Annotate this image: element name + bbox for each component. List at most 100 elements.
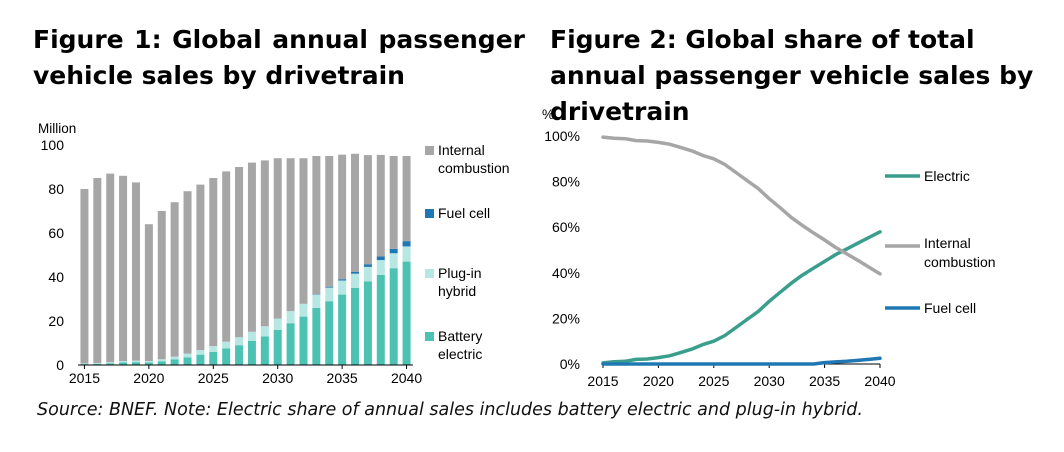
bar-segment-plug-in-hybrid-2032: [299, 303, 308, 317]
bar-segment-battery-electric-2036: [351, 288, 360, 365]
x-tick-label: 2035: [327, 370, 358, 386]
bar-segment-battery-electric-2016: [93, 363, 102, 365]
legend-swatch-fuel-cell: [425, 209, 434, 218]
y-tick-label: 20%: [552, 310, 580, 326]
y-tick-label: 0%: [560, 356, 580, 372]
legend-label-internal-line1: Internal: [438, 142, 485, 158]
bar-segment-plug-in-hybrid-2040: [402, 246, 411, 262]
legend-label-plugin-line2: hybrid: [438, 283, 476, 299]
bar-segment-plug-in-hybrid-2021: [157, 359, 166, 362]
bar-segment-plug-in-hybrid-2038: [376, 260, 385, 275]
y-tick-label: 100: [41, 137, 65, 153]
bar-segment-battery-electric-2035: [338, 294, 347, 365]
bar-segment-plug-in-hybrid-2030: [273, 318, 282, 330]
bar-segment-battery-electric-2026: [222, 348, 231, 365]
bar-segment-plug-in-hybrid-2031: [286, 311, 295, 324]
legend-swatch-internal-combustion: [425, 146, 434, 155]
bar-segment-battery-electric-2031: [286, 323, 295, 365]
x-tick-label: 2025: [698, 373, 729, 389]
x-tick-label: 2035: [809, 373, 840, 389]
x-tick-label: 2020: [133, 370, 164, 386]
legend-label-battery-line1: Battery: [438, 328, 482, 344]
figure1-title: Figure 1: Global annual passenger vehicl…: [33, 25, 525, 90]
bar-segment-battery-electric-2020: [144, 362, 153, 365]
y-tick-label: 80%: [552, 174, 580, 190]
y-tick-label: 60%: [552, 219, 580, 235]
bar-segment-battery-electric-2027: [235, 345, 244, 365]
bar-segment-internal-combustion-2033: [312, 156, 321, 295]
x-tick-label: 2015: [587, 373, 618, 389]
y-tick-label: 100%: [544, 128, 580, 144]
x-tick-label: 2020: [643, 373, 674, 389]
series-line-fuel-cell: [601, 356, 882, 366]
bar-segment-plug-in-hybrid-2034: [325, 287, 334, 302]
bar-segment-battery-electric-2022: [170, 359, 179, 365]
bar-segment-battery-electric-2021: [157, 361, 166, 365]
bar-segment-battery-electric-2033: [312, 307, 321, 365]
bar-segment-battery-electric-2028: [247, 340, 256, 365]
figure2-unit-label: %: [542, 107, 554, 122]
bar-segment-battery-electric-2040: [402, 261, 411, 365]
bar-segment-internal-combustion-2018: [119, 175, 128, 362]
bar-segment-plug-in-hybrid-2036: [351, 273, 360, 288]
bar-segment-battery-electric-2034: [325, 301, 334, 365]
legend-swatch-plug-in-hybrid: [425, 269, 434, 278]
series-line-electric: [601, 230, 882, 365]
bar-segment-internal-combustion-2025: [209, 178, 218, 347]
bar-segment-fuel-cell-2034: [325, 286, 334, 288]
bar-segment-internal-combustion-2019: [131, 182, 140, 361]
y-tick-label: 20: [48, 313, 64, 329]
bar-segment-battery-electric-2017: [106, 363, 115, 365]
y-tick-label: 80: [48, 181, 64, 197]
series-line-internal-combustion: [601, 135, 882, 276]
x-tick-label: 2025: [198, 370, 229, 386]
bar-segment-internal-combustion-2021: [157, 211, 166, 360]
bar-segment-plug-in-hybrid-2033: [312, 294, 321, 308]
bar-segment-internal-combustion-2027: [235, 167, 244, 338]
legend-label-internal-line2: combustion: [924, 254, 996, 270]
bar-segment-internal-combustion-2015: [80, 189, 89, 364]
bar-segment-internal-combustion-2030: [273, 158, 282, 319]
x-tick-label: 2015: [69, 370, 100, 386]
bar-segment-fuel-cell-2040: [402, 241, 411, 247]
figure2-title: Figure 2: Global share of total annual p…: [550, 25, 1034, 126]
bar-segment-plug-in-hybrid-2016: [93, 363, 102, 364]
bar-segment-internal-combustion-2031: [286, 158, 295, 312]
bar-segment-fuel-cell-2037: [363, 264, 372, 267]
legend-label-fuel-cell: Fuel cell: [924, 300, 976, 316]
bar-segment-battery-electric-2038: [376, 274, 385, 365]
bar-segment-plug-in-hybrid-2029: [260, 326, 269, 337]
x-tick-label: 2040: [864, 373, 895, 389]
bar-segment-plug-in-hybrid-2026: [222, 341, 231, 349]
bar-segment-internal-combustion-2028: [247, 162, 256, 332]
bar-segment-internal-combustion-2039: [389, 156, 398, 249]
y-tick-label: 40%: [552, 265, 580, 281]
bar-segment-fuel-cell-2035: [338, 279, 347, 281]
bar-segment-plug-in-hybrid-2015: [80, 363, 89, 365]
bar-segment-plug-in-hybrid-2028: [247, 331, 256, 341]
y-tick-label: 0: [56, 357, 64, 373]
bar-segment-fuel-cell-2036: [351, 271, 360, 274]
bar-segment-battery-electric-2023: [183, 357, 192, 365]
x-tick-label: 2030: [262, 370, 293, 386]
bar-segment-battery-electric-2019: [131, 362, 140, 365]
bar-segment-internal-combustion-2017: [106, 173, 115, 363]
bar-segment-plug-in-hybrid-2035: [338, 280, 347, 295]
bar-segment-internal-combustion-2038: [376, 154, 385, 257]
bar-segment-internal-combustion-2040: [402, 156, 411, 242]
bar-segment-fuel-cell-2039: [389, 248, 398, 254]
bar-segment-internal-combustion-2037: [363, 155, 372, 265]
bar-segment-internal-combustion-2032: [299, 158, 308, 304]
legend-swatch-battery-electric: [425, 332, 434, 341]
bar-segment-plug-in-hybrid-2022: [170, 356, 179, 360]
bar-segment-internal-combustion-2023: [183, 191, 192, 354]
bar-segment-battery-electric-2029: [260, 336, 269, 365]
bar-segment-internal-combustion-2034: [325, 156, 334, 287]
bar-segment-battery-electric-2030: [273, 329, 282, 365]
figure1-bar-chart: Million 2015 2020 2025 2030 2035 204002040608…: [38, 121, 510, 386]
y-tick-label: 60: [48, 225, 64, 241]
bar-segment-plug-in-hybrid-2023: [183, 353, 192, 358]
x-tick-label: 2030: [754, 373, 785, 389]
bar-segment-internal-combustion-2020: [144, 224, 153, 362]
legend-label-battery-line2: electric: [438, 346, 482, 362]
